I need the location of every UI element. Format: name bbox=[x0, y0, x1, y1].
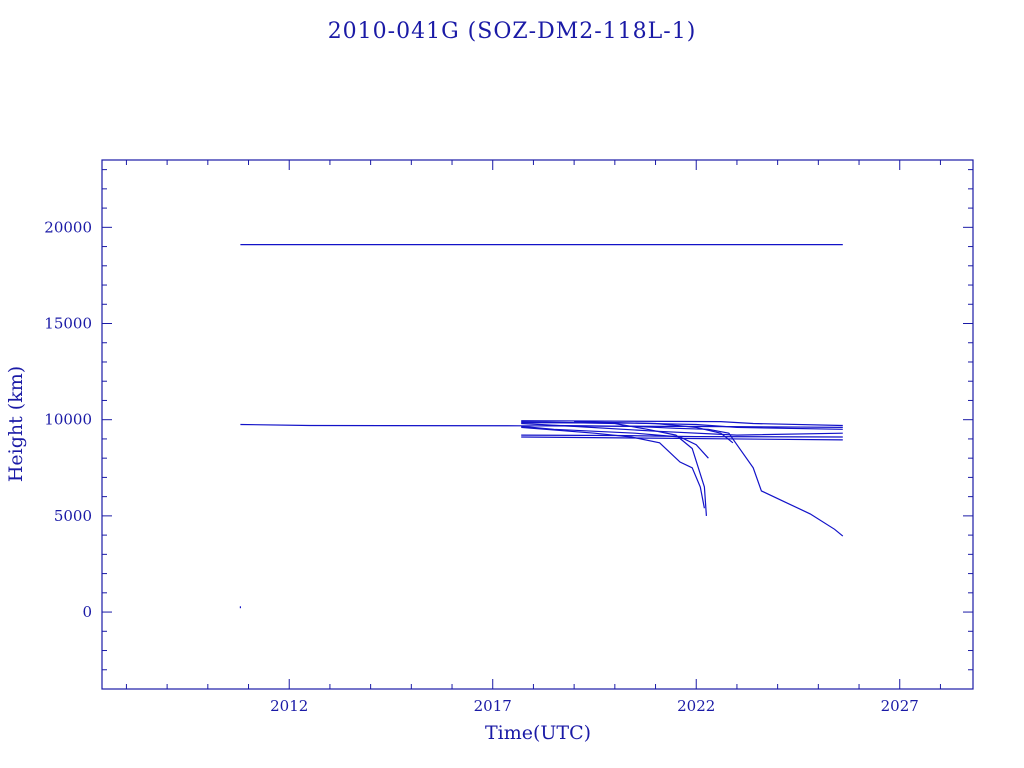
y-tick-label: 5000 bbox=[54, 507, 92, 525]
series-line-2 bbox=[240, 423, 843, 428]
x-tick-label: 2022 bbox=[677, 697, 715, 715]
x-tick-label: 2012 bbox=[270, 697, 308, 715]
series-line-11 bbox=[553, 424, 844, 537]
y-axis-label: Height (km) bbox=[5, 366, 27, 482]
x-axis-label: Time(UTC) bbox=[485, 722, 591, 744]
y-axis: 0 5000 10000 15000 20000 bbox=[44, 169, 973, 690]
series-line-10 bbox=[521, 426, 705, 509]
series-line-3 bbox=[521, 420, 843, 427]
y-tick-label: 20000 bbox=[44, 218, 92, 236]
series-line-12 bbox=[574, 421, 734, 444]
plot-frame bbox=[101, 159, 974, 690]
y-tick-label: 15000 bbox=[44, 315, 92, 333]
series-line-8 bbox=[521, 425, 709, 459]
series-group bbox=[239, 244, 844, 609]
x-axis: 2012 2017 2022 2027 bbox=[125, 160, 941, 715]
y-tick-label: 0 bbox=[82, 603, 92, 621]
y-tick-label: 10000 bbox=[44, 411, 92, 429]
series-line-5 bbox=[521, 434, 843, 438]
x-tick-label: 2027 bbox=[881, 697, 919, 715]
series-line-9 bbox=[521, 421, 707, 516]
chart-title: 2010-041G (SOZ-DM2-118L-1) bbox=[328, 19, 697, 44]
x-tick-label: 2017 bbox=[474, 697, 512, 715]
